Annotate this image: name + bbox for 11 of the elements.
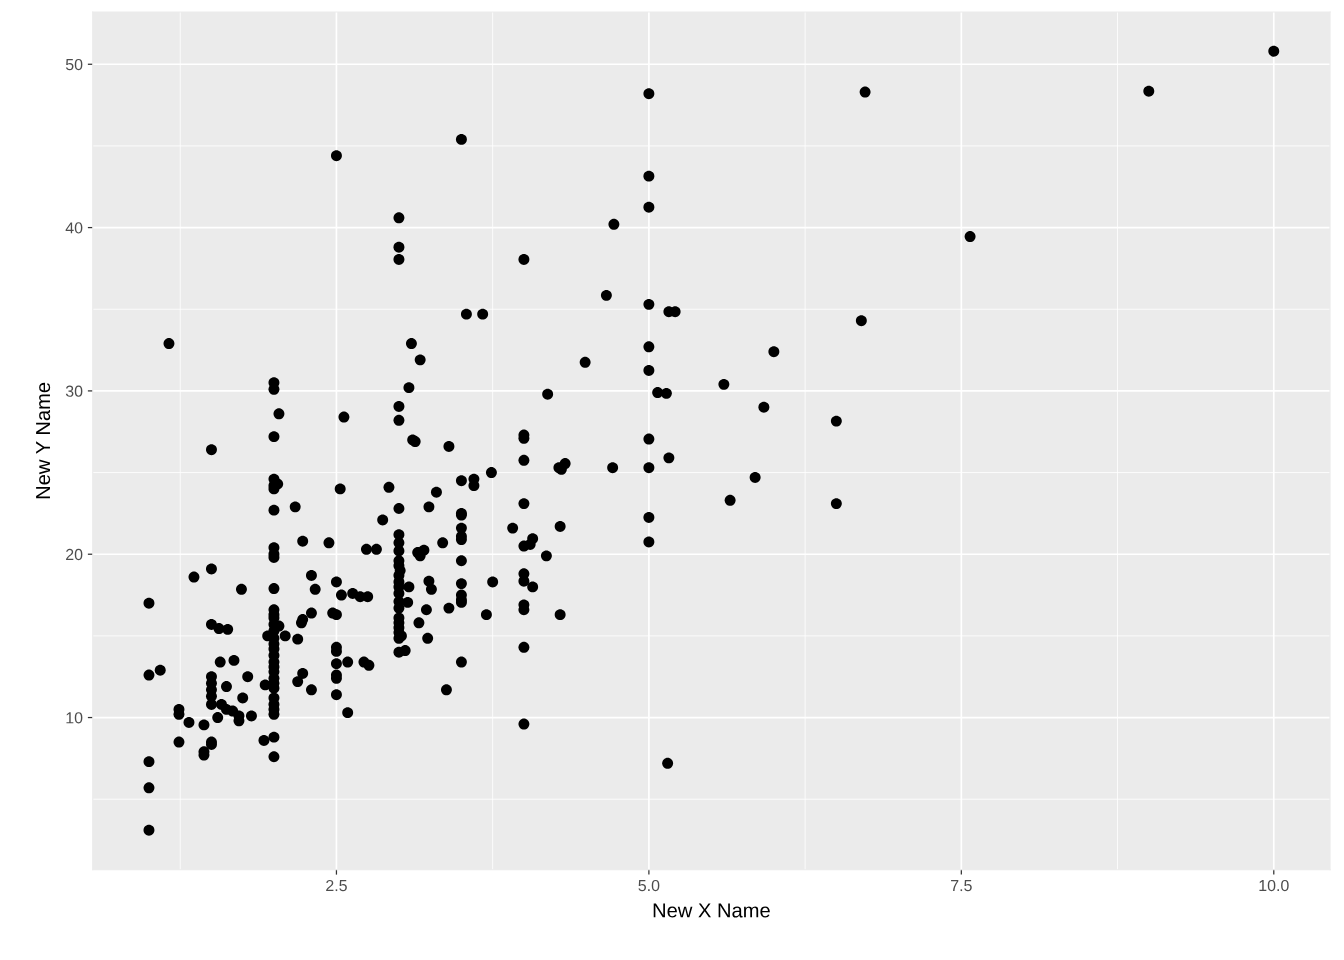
x-tick-label: 10.0 [1259,879,1289,892]
y-tick-label: 20 [66,548,83,561]
x-tick-label: 5.0 [638,879,660,892]
y-tick-label: 40 [65,222,83,234]
x-tick-label: 7.5 [951,880,972,892]
y-tick-label: 50 [65,58,83,71]
y-axis-title: New Y Name [36,382,51,499]
x-tick-label: 2.5 [326,879,347,892]
x-axis-title: New X Name [653,903,770,918]
y-tick-label: 30 [65,385,83,397]
y-tick-label: 10 [66,712,83,724]
